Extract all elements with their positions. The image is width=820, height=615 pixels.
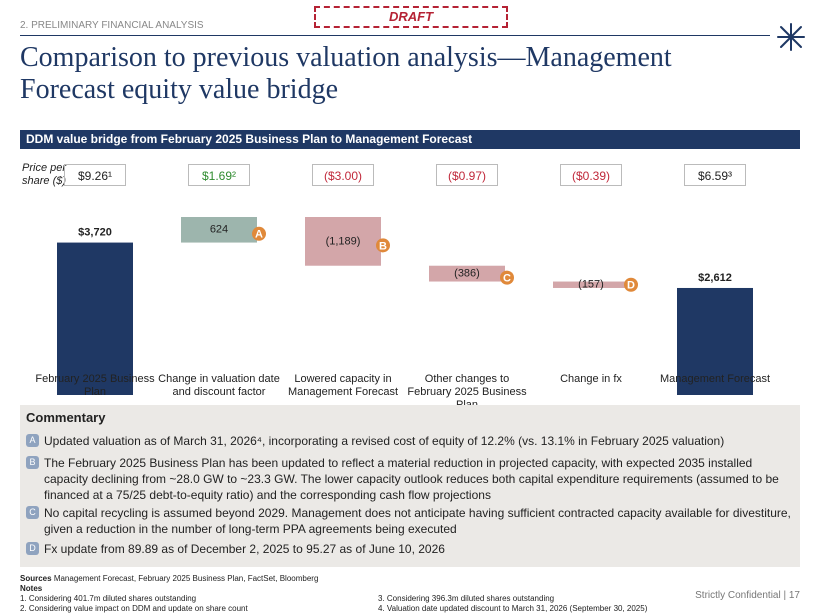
sources-text: Management Forecast, February 2025 Busin… bbox=[53, 574, 319, 583]
marker-badge bbox=[252, 226, 266, 241]
commentary-item: D Fx update from 89.89 as of December 2, … bbox=[26, 541, 796, 557]
chart: $3,720 624 A (1,189) B (386) C (157) D $2,612 bbox=[57, 217, 753, 395]
value-label: $3,720 bbox=[78, 226, 112, 238]
price-box: ($0.97) bbox=[436, 164, 498, 186]
price-box: $9.26¹ bbox=[64, 164, 126, 186]
value-label: (1,189) bbox=[326, 235, 361, 247]
price-box: $6.59³ bbox=[684, 164, 746, 186]
bar bbox=[305, 217, 381, 266]
sources-label: Sources bbox=[20, 574, 52, 583]
item-badge: A bbox=[26, 434, 39, 447]
commentary-title: Commentary bbox=[26, 410, 106, 425]
title: Comparison to previous valuation analysi… bbox=[20, 42, 672, 105]
marker-badge bbox=[376, 238, 390, 253]
marker-badge bbox=[624, 277, 638, 292]
sources: Sources Management Forecast, February 20… bbox=[20, 574, 318, 584]
commentary-item: B The February 2025 Business Plan has bee… bbox=[26, 455, 796, 503]
confidential: Strictly Confidential | 17 bbox=[695, 590, 800, 601]
note: 1. Considering 401.7m diluted shares out… bbox=[20, 594, 197, 603]
item-text: The February 2025 Business Plan has been… bbox=[44, 456, 779, 502]
price-box: $1.69² bbox=[188, 164, 250, 186]
marker-letter: D bbox=[627, 280, 635, 292]
category-label: Change in valuation date and discount fa… bbox=[158, 373, 280, 398]
bar bbox=[553, 281, 629, 288]
commentary-panel: Commentary A Updated valuation as of Marc… bbox=[20, 405, 800, 567]
price-box: ($3.00) bbox=[312, 164, 374, 186]
note: 4. Valuation date updated discount to Ma… bbox=[378, 604, 648, 613]
category-label: Other changes to February 2025 Business … bbox=[407, 373, 527, 411]
category-label: Change in fx bbox=[560, 373, 622, 385]
marker-badge bbox=[500, 270, 514, 285]
item-text: No capital recycling is assumed beyond 2… bbox=[44, 506, 791, 536]
value-label: 624 bbox=[210, 224, 228, 236]
value-label: (157) bbox=[578, 279, 604, 291]
value-label: (386) bbox=[454, 268, 480, 280]
price-label: Price per share ($) bbox=[22, 162, 67, 187]
banner: DDM value bridge from February 2025 Busi… bbox=[20, 130, 800, 149]
draft-stamp: DRAFT bbox=[314, 6, 508, 28]
item-badge: B bbox=[26, 456, 39, 469]
item-badge: D bbox=[26, 542, 39, 555]
bar bbox=[429, 265, 505, 282]
commentary-item: C No capital recycling is assumed beyond … bbox=[26, 505, 796, 537]
header-rule bbox=[20, 35, 770, 36]
section-label: 2. PRELIMINARY FINANCIAL ANALYSIS bbox=[20, 20, 204, 31]
price-box: ($0.39) bbox=[560, 164, 622, 186]
marker-letter: C bbox=[503, 273, 511, 285]
item-badge: C bbox=[26, 506, 39, 519]
note: 2. Considering value impact on DDM and u… bbox=[20, 604, 248, 613]
category-label: Lowered capacity in Management Forecast bbox=[287, 373, 399, 398]
note: 3. Considering 396.3m diluted shares out… bbox=[378, 594, 555, 603]
category-label: February 2025 Business Plan bbox=[35, 373, 155, 398]
item-text: Fx update from 89.89 as of December 2, 2… bbox=[44, 542, 445, 556]
logo bbox=[777, 23, 805, 51]
notes-label: Notes bbox=[20, 584, 43, 593]
value-label: $2,612 bbox=[698, 272, 732, 284]
category-label: Management Forecast bbox=[659, 373, 771, 385]
bar bbox=[57, 242, 133, 395]
bar bbox=[677, 287, 753, 395]
marker-letter: A bbox=[255, 229, 263, 241]
marker-letter: B bbox=[379, 240, 387, 252]
bar bbox=[181, 217, 257, 243]
item-text: Updated valuation as of March 31, 2026⁴,… bbox=[44, 434, 725, 448]
commentary-item: A Updated valuation as of March 31, 2026⁴… bbox=[26, 433, 796, 449]
